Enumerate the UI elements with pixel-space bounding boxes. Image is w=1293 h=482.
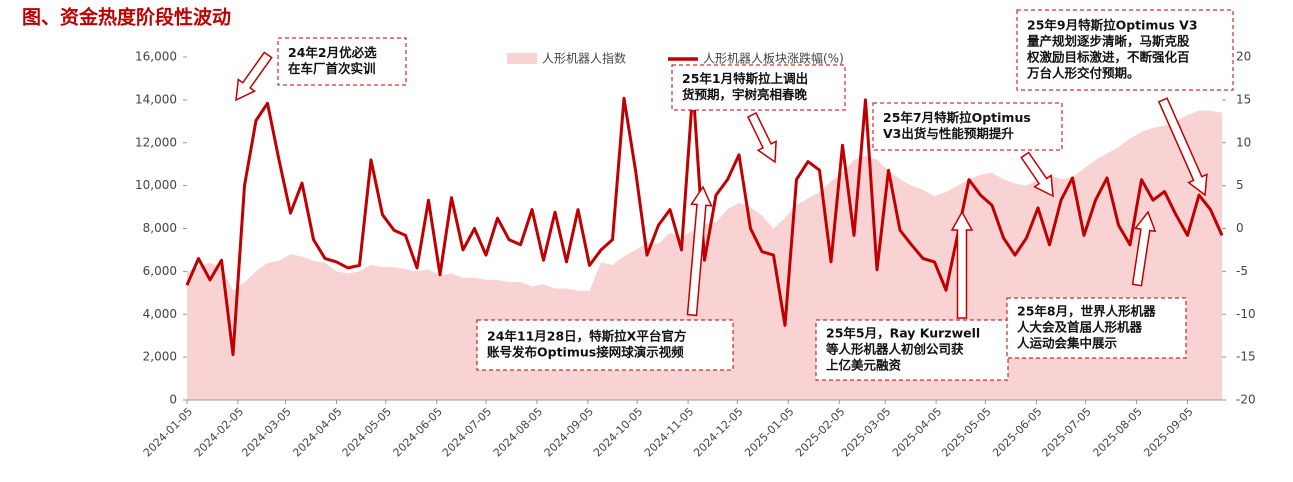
annotation-text: 25年7月特斯拉Optimus [883,110,1031,125]
annotation-text: 人运动会集中展示 [1017,336,1118,351]
line [185,86,1224,357]
y2-tick-label: 15 [1236,92,1251,106]
annotation-box [277,37,407,86]
x-tick-label: 2025-04-05 [890,405,944,459]
x-tick-label: 2024-08-05 [491,405,545,459]
annotation-arrow [747,111,777,164]
y-tick-label: 4,000 [143,307,177,321]
y-tick-label: 12,000 [135,135,177,149]
annotation-text: 人大会及首届人形机器 [1017,320,1143,335]
annotation-text: 账号发布Optimus接网球演示视频 [487,345,684,360]
annotation-box [1006,297,1187,359]
chart-title: 图、资金热度阶段性波动 [22,6,231,29]
y2-tick-label: -5 [1236,264,1248,278]
annotation-arrow [950,210,974,319]
annotation-arrow [1131,210,1157,287]
annotation-box [671,64,846,111]
x-tick-label: 2025-01-05 [742,405,796,459]
annotation-text: 量产规划逐步清晰，马斯克股 [1027,34,1190,49]
y-tick-label: 14,000 [135,92,177,106]
y2-tick-label: -15 [1236,350,1256,364]
annotation-box [476,319,734,371]
x-tick-label: 2025-05-05 [939,405,993,459]
annotation-text: 24年2月优必选 [288,45,377,60]
y2-tick-label: 20 [1236,50,1251,64]
annotation-text: 万台人形交付预期。 [1026,66,1140,81]
annotation-box [1016,9,1234,91]
x-tick-label: 2024-04-05 [290,405,344,459]
x-tick-label: 2024-03-05 [239,405,293,459]
annotation-box [872,102,1063,151]
y-tick-label: 10,000 [135,178,177,192]
annotation-text: 25年8月，世界人形机器 [1017,304,1156,319]
annotation-text: 权激励目标激进，不断强化百 [1026,50,1190,65]
annotation-text: 24年11月28日，特斯拉X平台官方 [487,329,686,344]
y-tick-label: 6,000 [143,264,177,278]
annotation-text: V3出货与性能预期提升 [883,126,1014,141]
x-tick-label: 2025-03-05 [839,405,893,459]
y2-tick-label: 0 [1236,221,1244,235]
x-tick-label: 2025-09-05 [1141,405,1195,459]
y-tick-label: 0 [169,393,177,407]
y-tick-label: 16,000 [135,50,177,64]
x-tick-label: 2024-07-05 [440,405,494,459]
annotation-text: 25年9月特斯拉Optimus V3 [1027,18,1198,33]
y2-tick-label: 5 [1236,178,1244,192]
x-tick-label: 2024-09-05 [542,405,596,459]
x-tick-label: 2024-05-05 [340,405,394,459]
x-tick-label: 2025-06-05 [990,405,1044,459]
legend-label: 人形机器人指数 [542,51,626,66]
annotation-text: 上亿美元融资 [826,358,902,373]
x-tick-label: 2024-11-05 [642,405,696,459]
y2-tick-label: 10 [1236,135,1251,149]
y2-tick-label: -20 [1236,393,1256,407]
annotation-text: 在车厂首次实训 [288,61,376,76]
annotation-arrow [1020,151,1054,198]
x-tick-label: 2024-02-05 [192,405,246,459]
annotation-arrow [686,185,713,317]
annotation-text: 等人形机器人初创公司获 [825,342,964,357]
annotation-text: 货预期，宇树亮相春晚 [682,87,808,102]
annotation-arrow [1157,97,1208,197]
x-tick-label: 2024-06-05 [391,405,445,459]
annotation-text: 25年1月特斯拉上调出 [682,71,808,86]
legend-label: 人形机器人板块涨跌幅(%) [703,51,844,66]
annotation-box [815,319,1009,381]
legend-swatch [507,53,537,64]
annotation-arrow [235,51,273,102]
x-tick-label: 2024-12-05 [691,405,745,459]
x-tick-label: 2024-01-05 [141,405,195,459]
annotation-text: 25年5月，Ray Kurzwell [826,326,980,341]
x-tick-label: 2025-08-05 [1090,405,1144,459]
x-tick-label: 2025-07-05 [1039,405,1093,459]
y-tick-label: 2,000 [143,350,177,364]
x-tick-label: 2024-10-05 [591,405,645,459]
y2-tick-label: -10 [1236,307,1256,321]
y-tick-label: 8,000 [143,221,177,235]
